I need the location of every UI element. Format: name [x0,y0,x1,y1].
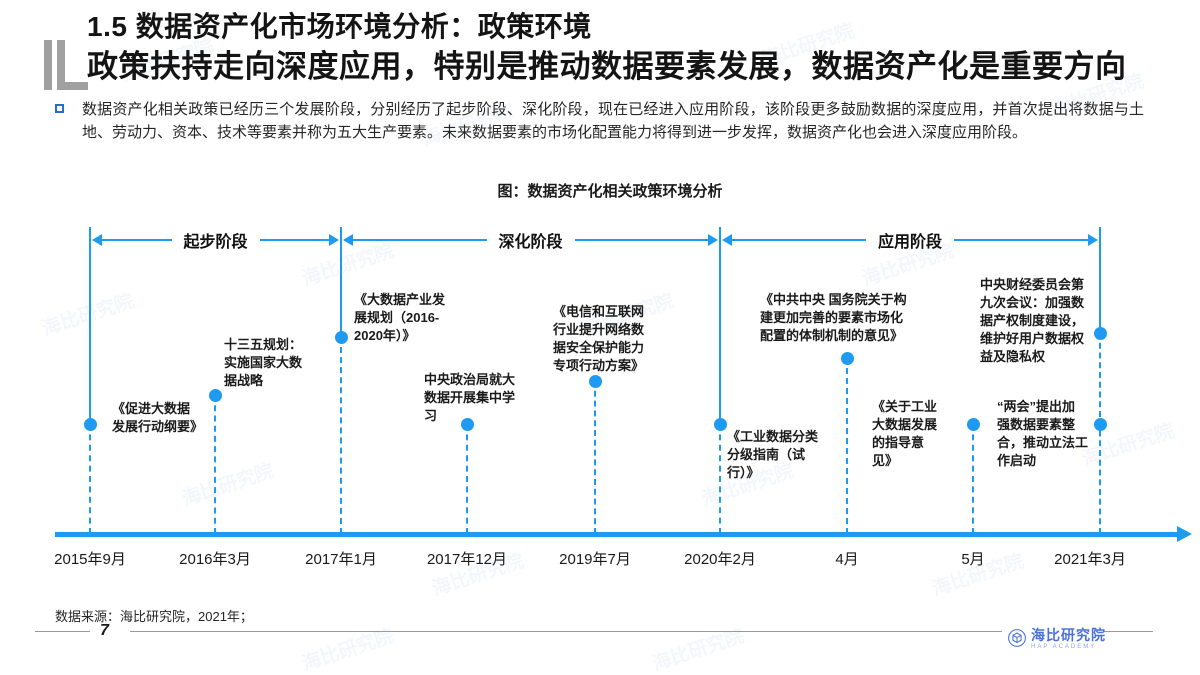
data-source-note: 数据来源：海比研究院，2021年； [55,609,253,624]
phase-boundary-line [719,227,721,424]
milestone-stem [1099,333,1101,534]
chart-title: 图：数据资产化相关政策环境分析 [497,183,723,200]
milestone-stem [89,424,91,534]
policy-label: 《大数据产业发 展规划（2016- 2020年）》 [354,292,446,343]
timeline-date: 2021年3月 [1054,551,1126,568]
milestone-stem [846,358,848,534]
summary-paragraph: 数据资产化相关政策已经历三个发展阶段，分别经历了起步阶段、深化阶段，现在已经进入… [82,101,1144,141]
brand-logo-subtext: HAP ACADEMY [1031,644,1097,651]
milestone-dot [589,375,602,388]
timeline-date: 5月 [961,551,985,568]
phase-arrow-apply: 应用阶段 [722,232,1099,251]
timeline-axis [55,532,1177,537]
page-title: 1.5 数据资产化市场环境分析：政策环境 [87,11,592,42]
policy-label: 《中共中央 国务院关于构 建更加完善的要素市场化 配置的体制机制的意见》 [760,292,907,343]
policy-label: 十三五规划： 实施国家大数 据战略 [224,337,303,388]
brand-logo: 海比研究院 HAP ACADEMY [1008,627,1106,651]
watermark-text: 海比研究院 [39,290,137,341]
milestone-dot [1094,418,1107,431]
phase-label: 深化阶段 [498,234,563,251]
milestone-stem [594,381,596,534]
phase-label: 起步阶段 [183,234,248,251]
page-number: 7 [100,622,109,639]
timeline-date: 2020年2月 [684,551,756,568]
timeline-date: 2015年9月 [54,551,126,568]
milestone-dot [714,418,727,431]
cube-logo-icon [1008,629,1026,647]
phase-boundary-line [340,227,342,337]
footer-divider [130,631,1002,632]
milestone-dot [209,389,222,402]
phase-label: 应用阶段 [878,234,943,251]
page-subtitle: 政策扶持走向深度应用，特别是推动数据要素发展，数据资产化是重要方向 [87,49,1127,84]
footer-divider [35,631,90,632]
policy-label: “两会”提出加 强数据要素整 合，推动立法工 作启动 [997,399,1089,468]
arrowhead-left-icon [92,234,102,246]
policy-label: 《电信和互联网 行业提升网络数 据安全保护能力 专项行动方案》 [553,304,645,373]
watermark-text: 海比研究院 [179,460,277,511]
policy-label: 《工业数据分类 分级指南（试 行）》 [727,429,819,480]
arrowhead-left-icon [722,234,732,246]
milestone-stem [972,424,974,534]
phase-arrow-start: 起步阶段 [92,232,340,251]
timeline-date: 4月 [835,551,859,568]
policy-label: 《促进大数据 发展行动纲要》 [112,401,204,434]
policy-label: 《关于工业 大数据发展 的指导意 见》 [872,399,938,468]
policy-label: 中央政治局就大 数据开展集中学 习 [424,372,516,423]
arrowhead-right-icon [329,234,340,246]
milestone-dot [84,418,97,431]
phase-boundary-line [89,227,91,424]
milestone-dot [461,418,474,431]
timeline-date: 2017年1月 [305,551,377,568]
watermark-text: 海比研究院 [299,625,397,675]
timeline-axis-arrowhead-icon [1177,526,1192,542]
brand-logo-name: 海比研究院 [1031,627,1106,643]
phase-arrow-deepen: 深化阶段 [343,232,719,251]
arrowhead-right-icon [1088,234,1099,246]
milestone-dot [1094,327,1107,340]
milestone-dot [841,352,854,365]
arrowhead-right-icon [708,234,719,246]
bullet-square-icon [55,104,64,113]
milestone-stem [466,424,468,534]
timeline-date: 2016年3月 [179,551,251,568]
arrowhead-left-icon [343,234,353,246]
policy-label: 中央财经委员会第 九次会议：加强数 据产权制度建设， 维护好用户数据权 益及隐私… [980,277,1085,364]
footer-divider [1103,631,1153,632]
phase-boundary-line [1099,227,1101,333]
watermark-text: 海比研究院 [649,625,747,675]
milestone-stem [340,337,342,534]
timeline-date: 2017年12月 [426,551,508,568]
milestone-stem [719,424,721,534]
timeline-date: 2019年7月 [559,551,631,568]
milestone-dot [967,418,980,431]
milestone-stem [214,395,216,534]
subtitle-quote-decoration [44,40,90,92]
milestone-dot [335,331,348,344]
